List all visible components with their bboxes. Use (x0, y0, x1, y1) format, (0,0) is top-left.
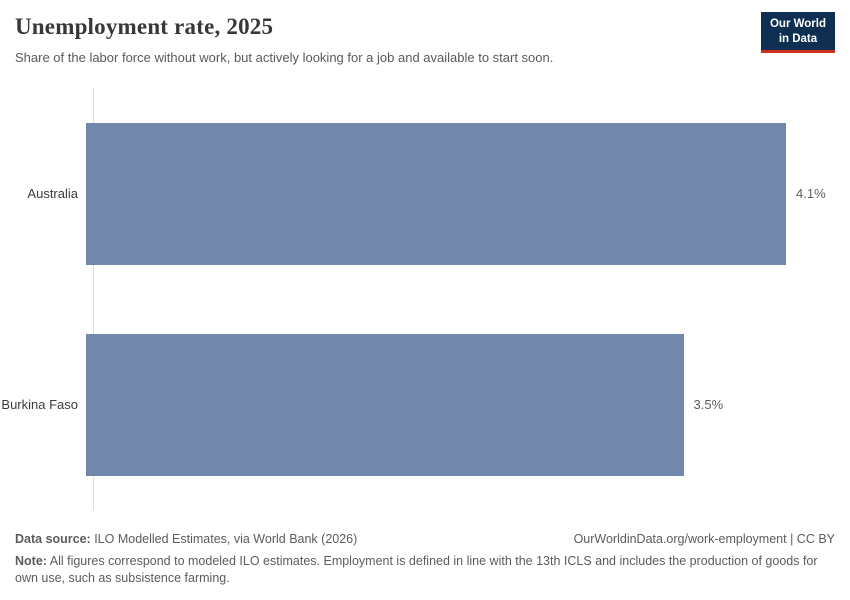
owid-url-link[interactable]: OurWorldinData.org/work-employment | CC … (573, 532, 835, 546)
owid-logo[interactable]: Our World in Data (760, 12, 835, 54)
chart-subtitle: Share of the labor force without work, b… (15, 50, 554, 65)
chart-title: Unemployment rate, 2025 (15, 14, 274, 39)
source-line: Data source: ILO Modelled Estimates, via… (15, 532, 835, 546)
data-source-label: Data source: (15, 532, 91, 546)
bar-row: Burkina Faso 3.5% (0, 333, 850, 476)
data-source-text: Data source: ILO Modelled Estimates, via… (15, 532, 357, 546)
value-label: 3.5% (693, 397, 724, 412)
bar-row: Australia 4.1% (0, 122, 850, 265)
note-label: Note: (15, 554, 47, 568)
bar[interactable] (86, 333, 684, 476)
bar-chart: Australia 4.1% Burkina Faso 3.5% (0, 88, 850, 510)
y-axis-line (93, 88, 94, 510)
bar[interactable] (86, 122, 786, 265)
note-text: Note: All figures correspond to modeled … (15, 553, 835, 587)
category-label: Australia (27, 186, 78, 201)
value-label: 4.1% (796, 186, 826, 201)
chart-footer: Data source: ILO Modelled Estimates, via… (15, 532, 835, 587)
chart-header: Unemployment rate, 2025 Share of the lab… (15, 14, 835, 65)
owid-logo-line2: in Data (778, 32, 818, 45)
owid-logo-line1: Our World (769, 18, 826, 30)
note-value: All figures correspond to modeled ILO es… (15, 554, 818, 585)
category-label: Burkina Faso (1, 397, 78, 412)
data-source-value: ILO Modelled Estimates, via World Bank (… (90, 532, 358, 546)
